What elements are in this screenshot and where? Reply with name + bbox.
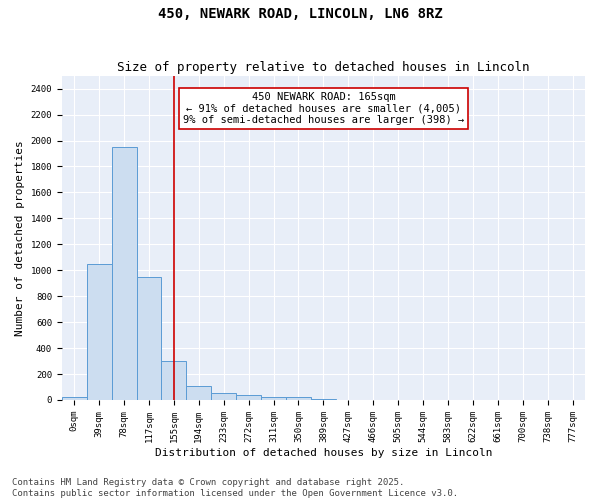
Bar xyxy=(286,398,311,400)
Bar xyxy=(62,398,86,400)
Bar xyxy=(261,396,286,400)
Bar xyxy=(161,361,187,400)
Text: Contains HM Land Registry data © Crown copyright and database right 2025.
Contai: Contains HM Land Registry data © Crown c… xyxy=(12,478,458,498)
Y-axis label: Number of detached properties: Number of detached properties xyxy=(15,140,25,336)
Bar xyxy=(137,276,161,400)
Text: 450 NEWARK ROAD: 165sqm
← 91% of detached houses are smaller (4,005)
9% of semi-: 450 NEWARK ROAD: 165sqm ← 91% of detache… xyxy=(183,92,464,125)
X-axis label: Distribution of detached houses by size in Lincoln: Distribution of detached houses by size … xyxy=(155,448,492,458)
Bar xyxy=(187,386,211,400)
Bar xyxy=(86,264,112,400)
Title: Size of property relative to detached houses in Lincoln: Size of property relative to detached ho… xyxy=(117,62,530,74)
Bar xyxy=(211,393,236,400)
Bar xyxy=(236,395,261,400)
Text: 450, NEWARK ROAD, LINCOLN, LN6 8RZ: 450, NEWARK ROAD, LINCOLN, LN6 8RZ xyxy=(158,8,442,22)
Bar xyxy=(112,147,137,400)
